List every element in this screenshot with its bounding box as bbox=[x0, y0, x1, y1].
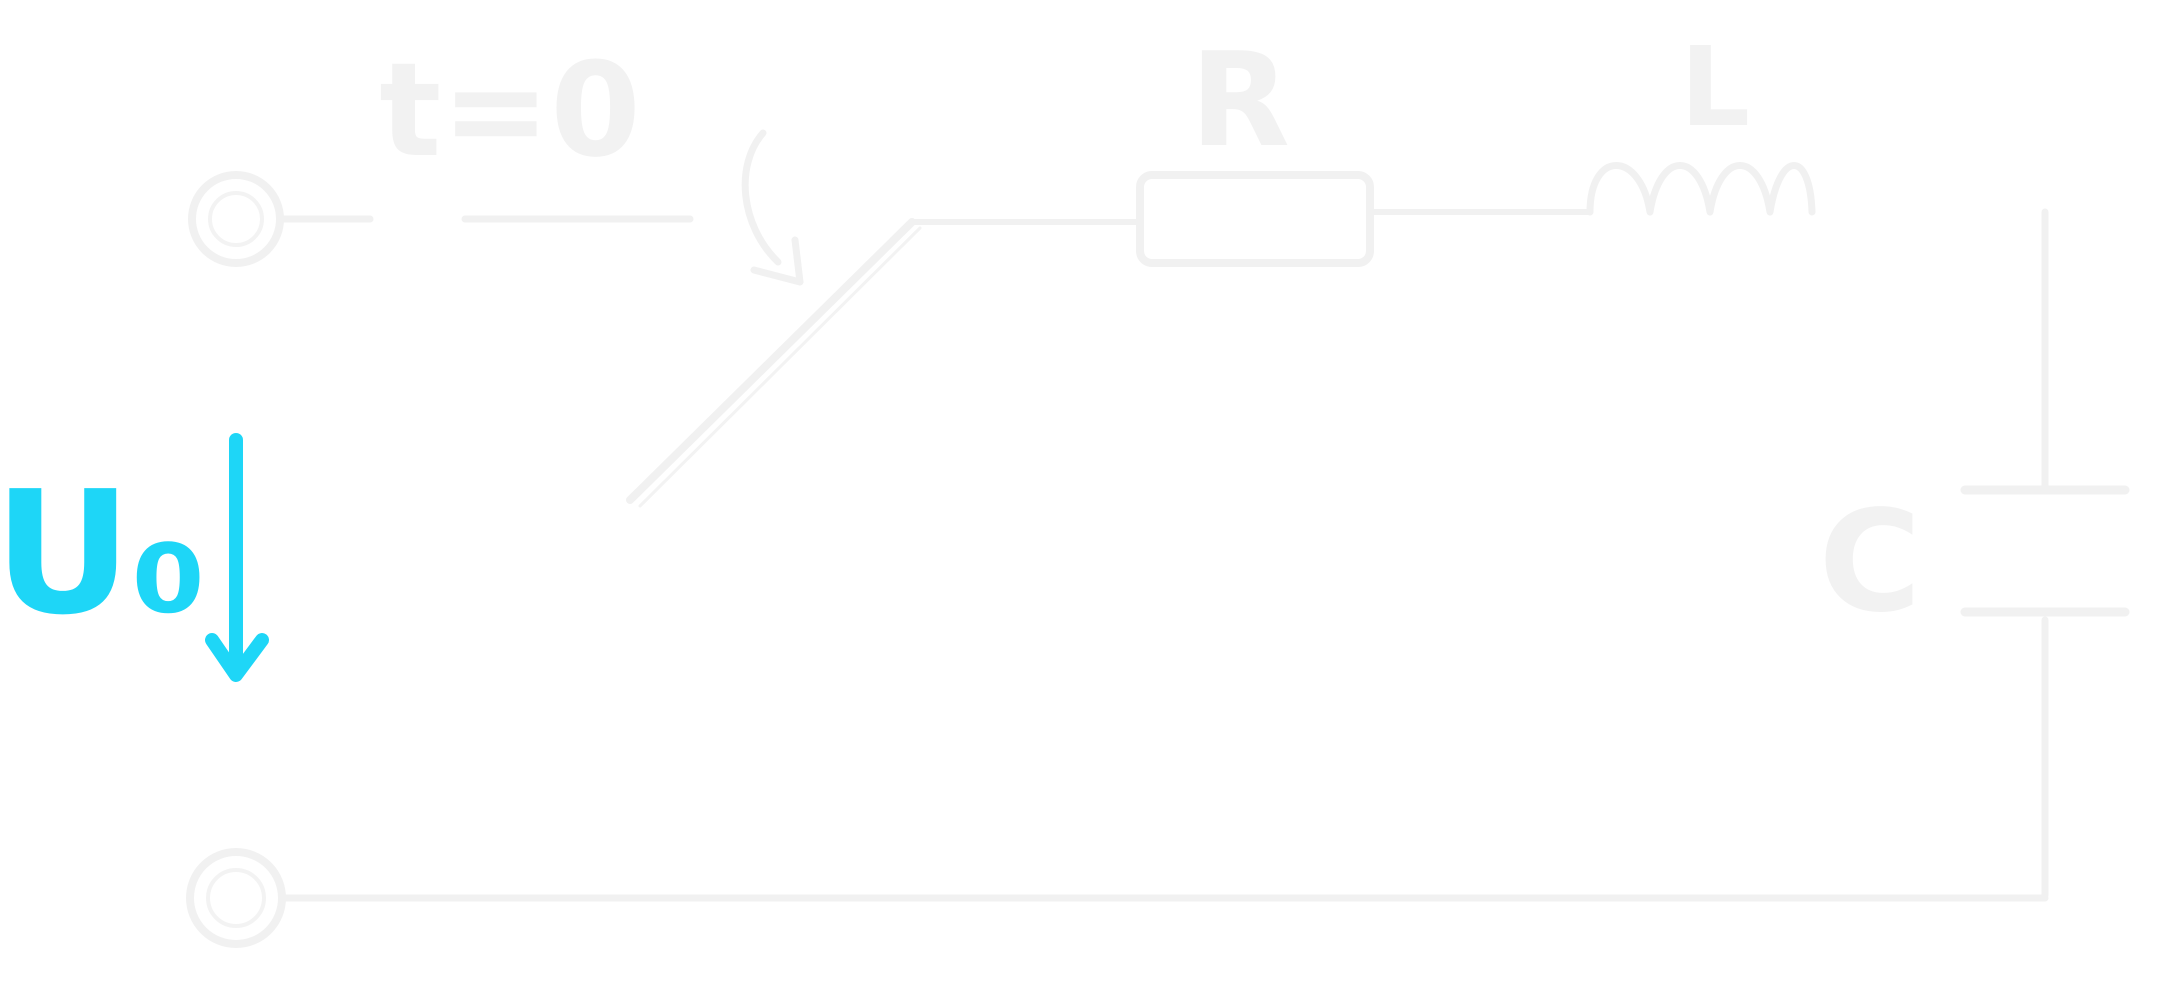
capacitor bbox=[1960, 485, 2130, 617]
resistor-label: R bbox=[1190, 24, 1290, 176]
inductor-label: L bbox=[1680, 23, 1750, 151]
terminal-bottom bbox=[186, 848, 286, 948]
terminal-top bbox=[188, 171, 284, 267]
switch-time-label: t=0 bbox=[379, 34, 641, 186]
source-voltage-label: U₀ bbox=[0, 455, 206, 653]
voltage-arrow bbox=[205, 433, 269, 682]
switch bbox=[626, 129, 922, 508]
resistor bbox=[1136, 171, 1374, 267]
capacitor-label: C bbox=[1819, 481, 1922, 644]
inductor bbox=[1586, 162, 1816, 216]
